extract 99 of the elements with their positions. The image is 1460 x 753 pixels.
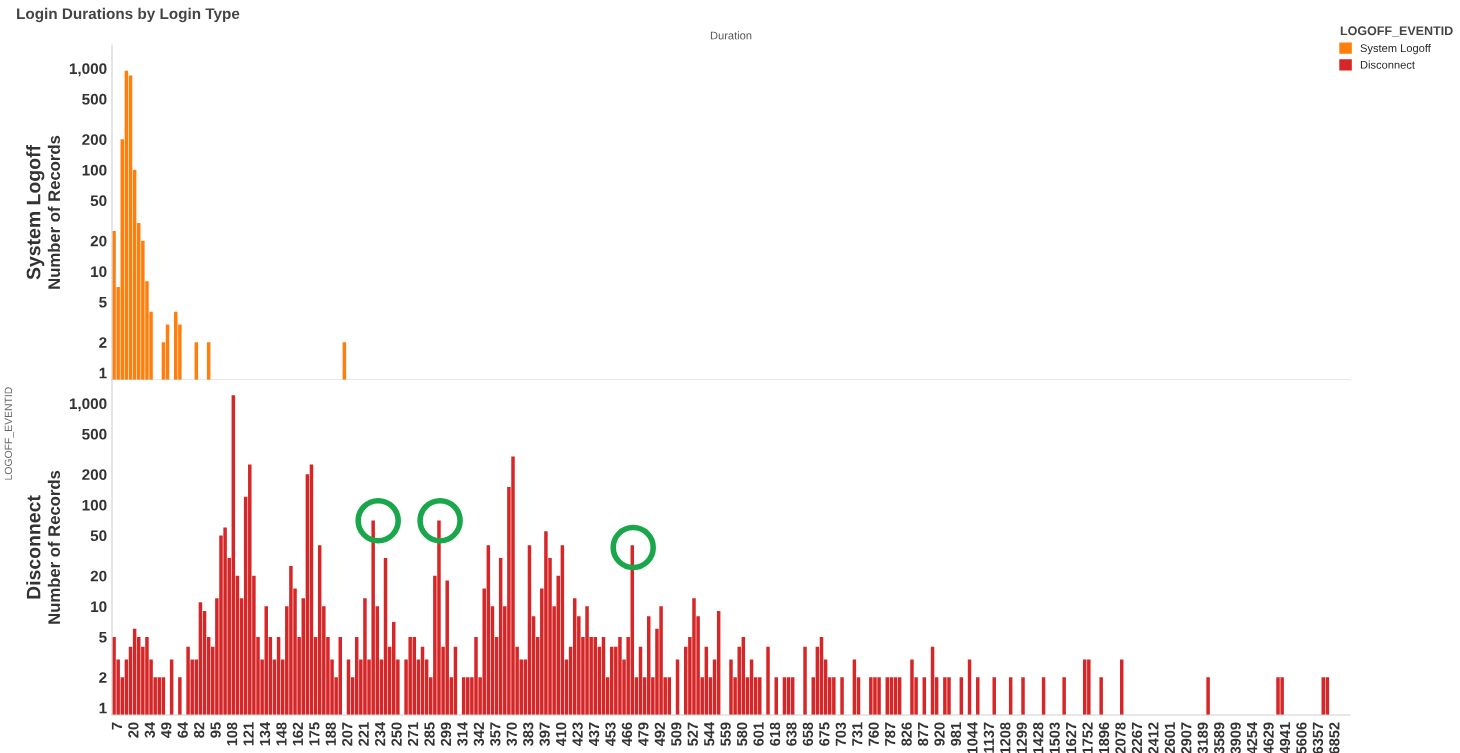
y-tick-label: 200 xyxy=(82,134,107,146)
y-tick-label: 20 xyxy=(90,570,107,582)
x-tick-label: 2078 xyxy=(1115,722,1126,753)
x-tick-label: 675 xyxy=(819,722,830,746)
x-tick-label: 2267 xyxy=(1131,722,1143,753)
x-tick-label: 342 xyxy=(473,722,485,746)
x-tick-label: 618 xyxy=(769,722,781,746)
x-tick-label: 1896 xyxy=(1098,722,1110,753)
x-tick-label: 1208 xyxy=(1000,722,1011,753)
x-tick-label: 271 xyxy=(407,722,419,746)
y-tick-label: 200 xyxy=(82,469,107,481)
y-tick-label: 100 xyxy=(82,164,107,176)
x-axis-title: Duration xyxy=(710,31,752,40)
y-tick-label: 100 xyxy=(82,499,107,511)
x-tick-label: 134 xyxy=(259,722,271,746)
x-tick-label: 207 xyxy=(342,722,353,746)
x-tick-label: 731 xyxy=(852,722,863,746)
y-tick-label: 5 xyxy=(99,296,107,308)
x-tick-label: 370 xyxy=(506,722,517,746)
y-tick-label: 500 xyxy=(82,428,107,440)
y-tick-label: 1,000 xyxy=(69,398,107,412)
x-tick-label: 1752 xyxy=(1082,722,1093,753)
x-tick-label: 5606 xyxy=(1296,722,1307,753)
text: System Logoff xyxy=(26,144,45,280)
x-tick-label: 2601 xyxy=(1164,722,1175,753)
x-tick-label: 423 xyxy=(572,722,583,747)
x-tick-label: 34 xyxy=(144,722,156,738)
x-tick-label: 703 xyxy=(835,722,846,746)
x-tick-label: 49 xyxy=(161,722,172,738)
x-tick-label: 1137 xyxy=(983,722,995,753)
x-tick-label: 285 xyxy=(424,722,435,746)
x-tick-label: 826 xyxy=(901,722,912,746)
x-tick-label: 638 xyxy=(786,722,797,746)
x-tick-label: 299 xyxy=(440,722,452,746)
x-tick-label: 383 xyxy=(523,722,534,746)
x-tick-label: 1044 xyxy=(967,722,978,753)
x-tick-label: 410 xyxy=(555,722,567,747)
x-tick-label: 108 xyxy=(226,722,238,746)
y-axis-title: Number of Records xyxy=(47,470,61,624)
x-tick-label: 314 xyxy=(457,722,468,746)
y-tick-label: 50 xyxy=(90,195,107,207)
x-tick-label: 148 xyxy=(276,722,287,746)
chart-title: Login Durations by Login Type xyxy=(17,7,240,23)
x-tick-label: 453 xyxy=(605,722,616,747)
x-tick-label: 1428 xyxy=(1033,722,1044,753)
x-tick-label: 95 xyxy=(210,722,221,738)
x-tick-label: 121 xyxy=(243,722,254,746)
x-tick-label: 2412 xyxy=(1148,722,1159,753)
x-tick-label: 559 xyxy=(720,722,731,746)
x-tick-label: 20 xyxy=(128,722,139,738)
x-tick-label: 1627 xyxy=(1065,722,1077,753)
y-tick-label: 5 xyxy=(99,631,107,643)
x-tick-label: 188 xyxy=(325,722,336,746)
x-tick-label: 162 xyxy=(292,722,304,746)
y-tick-label: 10 xyxy=(91,266,107,278)
x-tick-label: 981 xyxy=(950,722,962,746)
x-tick-label: 437 xyxy=(588,722,600,747)
x-tick-label: 580 xyxy=(736,722,748,746)
x-tick-label: 64 xyxy=(177,722,188,738)
x-tick-label: 6357 xyxy=(1312,722,1324,753)
x-tick-label: 357 xyxy=(490,722,501,746)
x-tick-label: 1503 xyxy=(1049,722,1060,753)
y-axis-title: Number of Records xyxy=(47,135,61,289)
y-tick-label: 1 xyxy=(99,702,107,714)
x-tick-label: 1299 xyxy=(1016,722,1027,753)
x-tick-label: 601 xyxy=(753,722,764,746)
text: LOGOFF_EVENTID xyxy=(4,387,15,480)
x-tick-label: 479 xyxy=(638,722,649,747)
x-tick-label: 466 xyxy=(621,722,633,747)
y-tick-label: 1,000 xyxy=(69,63,107,77)
x-tick-label: 175 xyxy=(309,722,320,746)
y-tick-label: 20 xyxy=(90,235,107,247)
x-tick-label: 544 xyxy=(704,722,715,746)
x-tick-label: 250 xyxy=(391,722,402,746)
x-tick-label: 787 xyxy=(884,722,896,746)
y-tick-label: 2 xyxy=(99,337,107,348)
y-tick-label: 50 xyxy=(90,530,107,542)
y-tick-label: 1 xyxy=(99,367,107,379)
x-tick-label: 658 xyxy=(802,722,814,746)
x-tick-label: 6852 xyxy=(1329,722,1340,753)
x-tick-label: 492 xyxy=(654,722,665,747)
y-tick-label: 2 xyxy=(99,672,107,683)
x-tick-label: 234 xyxy=(374,722,386,746)
x-tick-label: 221 xyxy=(358,722,369,746)
text: Disconnect xyxy=(26,495,41,599)
y-tick-label: 500 xyxy=(82,93,107,105)
x-tick-label: 397 xyxy=(539,722,550,746)
x-tick-label: 82 xyxy=(194,722,205,738)
x-tick-label: 509 xyxy=(671,722,682,746)
y-tick-label: 10 xyxy=(91,601,107,613)
x-tick-label: 877 xyxy=(917,722,929,746)
legend-label: System Logoff xyxy=(1360,43,1431,55)
legend-title: LOGOFF_EVENTID xyxy=(1340,26,1453,37)
legend-label: Disconnect xyxy=(1360,60,1415,69)
x-tick-label: 527 xyxy=(687,722,698,746)
x-tick-label: 760 xyxy=(868,722,879,746)
x-tick-label: 920 xyxy=(934,722,945,746)
x-tick-label: 7 xyxy=(111,722,122,730)
x-tick-label: 2907 xyxy=(1181,722,1192,753)
